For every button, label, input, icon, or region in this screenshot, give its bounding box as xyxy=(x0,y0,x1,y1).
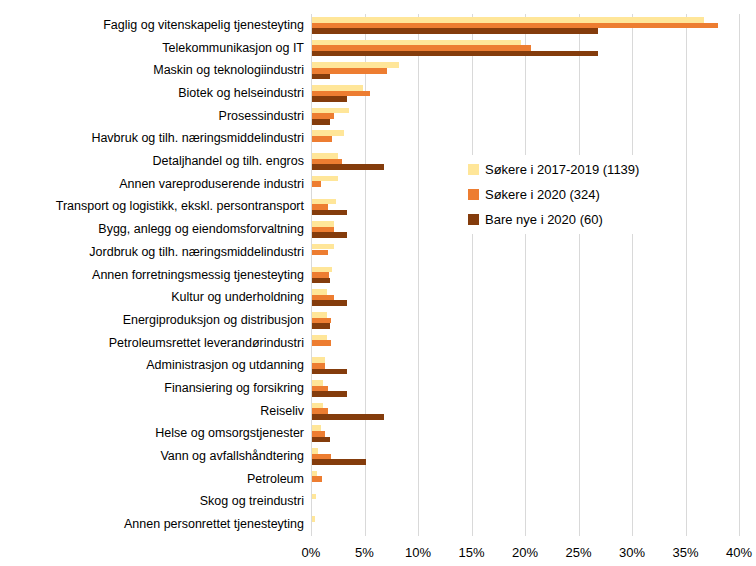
category-label: Biotek og helseindustri xyxy=(0,87,304,100)
category-label: Bygg, anlegg og eiendomsforvaltning xyxy=(0,223,304,236)
bar-bare-nye-2020 xyxy=(312,210,347,216)
category-label: Reiseliv xyxy=(0,405,304,418)
gridline xyxy=(525,14,526,536)
gridline xyxy=(472,14,473,536)
bar-bare-nye-2020 xyxy=(312,28,598,34)
legend-item-sokere-2017-2019: Søkere i 2017-2019 (1139) xyxy=(468,157,639,182)
bar-2017-2019 xyxy=(312,494,316,500)
category-label: Prosessindustri xyxy=(0,110,304,123)
bar-bare-nye-2020 xyxy=(312,96,347,102)
bar-2020 xyxy=(312,340,331,346)
gridline xyxy=(686,14,687,536)
bar-2020 xyxy=(312,136,332,142)
category-label: Finansiering og forsikring xyxy=(0,382,304,395)
x-axis-tick-label: 5% xyxy=(355,545,374,560)
legend-swatch-icon xyxy=(468,214,479,225)
category-label: Helse og omsorgstjenester xyxy=(0,427,304,440)
x-axis-tick-label: 20% xyxy=(512,545,538,560)
bar-bare-nye-2020 xyxy=(312,391,347,397)
bar-bare-nye-2020 xyxy=(312,323,330,329)
bar-bare-nye-2020 xyxy=(312,164,384,170)
legend-item-bare-nye-2020: Bare nye i 2020 (60) xyxy=(468,207,639,232)
legend-swatch-icon xyxy=(468,164,479,175)
category-label: Skog og treindustri xyxy=(0,495,304,508)
bar-chart: Faglig og vitenskapelig tjenesteyting Tel… xyxy=(0,0,756,566)
category-label: Jordbruk og tilh. næringsmiddelindustri xyxy=(0,246,304,259)
category-label: Annen vareproduserende industri xyxy=(0,178,304,191)
category-label: Administrasjon og utdanning xyxy=(0,359,304,372)
category-label: Petroleumsrettet leverandørindustri xyxy=(0,337,304,350)
category-label: Transport og logistikk, ekskl. persontra… xyxy=(0,200,304,213)
gridline xyxy=(418,14,419,536)
category-label: Detaljhandel og tilh. engros xyxy=(0,155,304,168)
bar-bare-nye-2020 xyxy=(312,459,366,465)
x-axis-tick-label: 30% xyxy=(619,545,645,560)
category-label: Annen forretningsmessig tjenesteyting xyxy=(0,269,304,282)
legend: Søkere i 2017-2019 (1139) Søkere i 2020 … xyxy=(464,155,645,234)
x-axis-tick-label: 0% xyxy=(302,545,321,560)
bar-bare-nye-2020 xyxy=(312,51,598,57)
legend-label: Søkere i 2017-2019 (1139) xyxy=(485,162,639,177)
bar-2020 xyxy=(312,181,321,187)
bar-bare-nye-2020 xyxy=(312,437,330,443)
category-label: Petroleum xyxy=(0,473,304,486)
gridline xyxy=(739,14,740,536)
category-label: Annen personrettet tjenesteyting xyxy=(0,518,304,531)
bar-bare-nye-2020 xyxy=(312,119,330,125)
bar-2020 xyxy=(312,250,328,256)
category-label: Kultur og underholdning xyxy=(0,291,304,304)
bar-2017-2019 xyxy=(312,516,315,522)
x-axis-tick-label: 10% xyxy=(405,545,431,560)
x-axis-tick-label: 40% xyxy=(726,545,752,560)
gridline xyxy=(632,14,633,536)
bar-bare-nye-2020 xyxy=(312,369,347,375)
bar-bare-nye-2020 xyxy=(312,278,330,284)
x-axis-tick-label: 25% xyxy=(565,545,591,560)
category-label: Havbruk og tilh. næringsmiddelindustri xyxy=(0,132,304,145)
bar-bare-nye-2020 xyxy=(312,232,347,238)
bar-bare-nye-2020 xyxy=(312,300,347,306)
bar-bare-nye-2020 xyxy=(312,74,330,80)
category-label: Telekommunikasjon og IT xyxy=(0,42,304,55)
x-axis-tick-label: 35% xyxy=(672,545,698,560)
category-label: Faglig og vitenskapelig tjenesteyting xyxy=(0,19,304,32)
x-axis-tick-label: 15% xyxy=(458,545,484,560)
bar-bare-nye-2020 xyxy=(312,414,384,420)
legend-label: Søkere i 2020 (324) xyxy=(485,187,600,202)
legend-swatch-icon xyxy=(468,189,479,200)
legend-item-sokere-2020: Søkere i 2020 (324) xyxy=(468,182,639,207)
legend-label: Bare nye i 2020 (60) xyxy=(485,212,603,227)
category-label: Energiproduksjon og distribusjon xyxy=(0,314,304,327)
bar-2020 xyxy=(312,476,322,482)
category-label: Vann og avfallshåndtering xyxy=(0,450,304,463)
gridline xyxy=(579,14,580,536)
category-label: Maskin og teknologiindustri xyxy=(0,64,304,77)
